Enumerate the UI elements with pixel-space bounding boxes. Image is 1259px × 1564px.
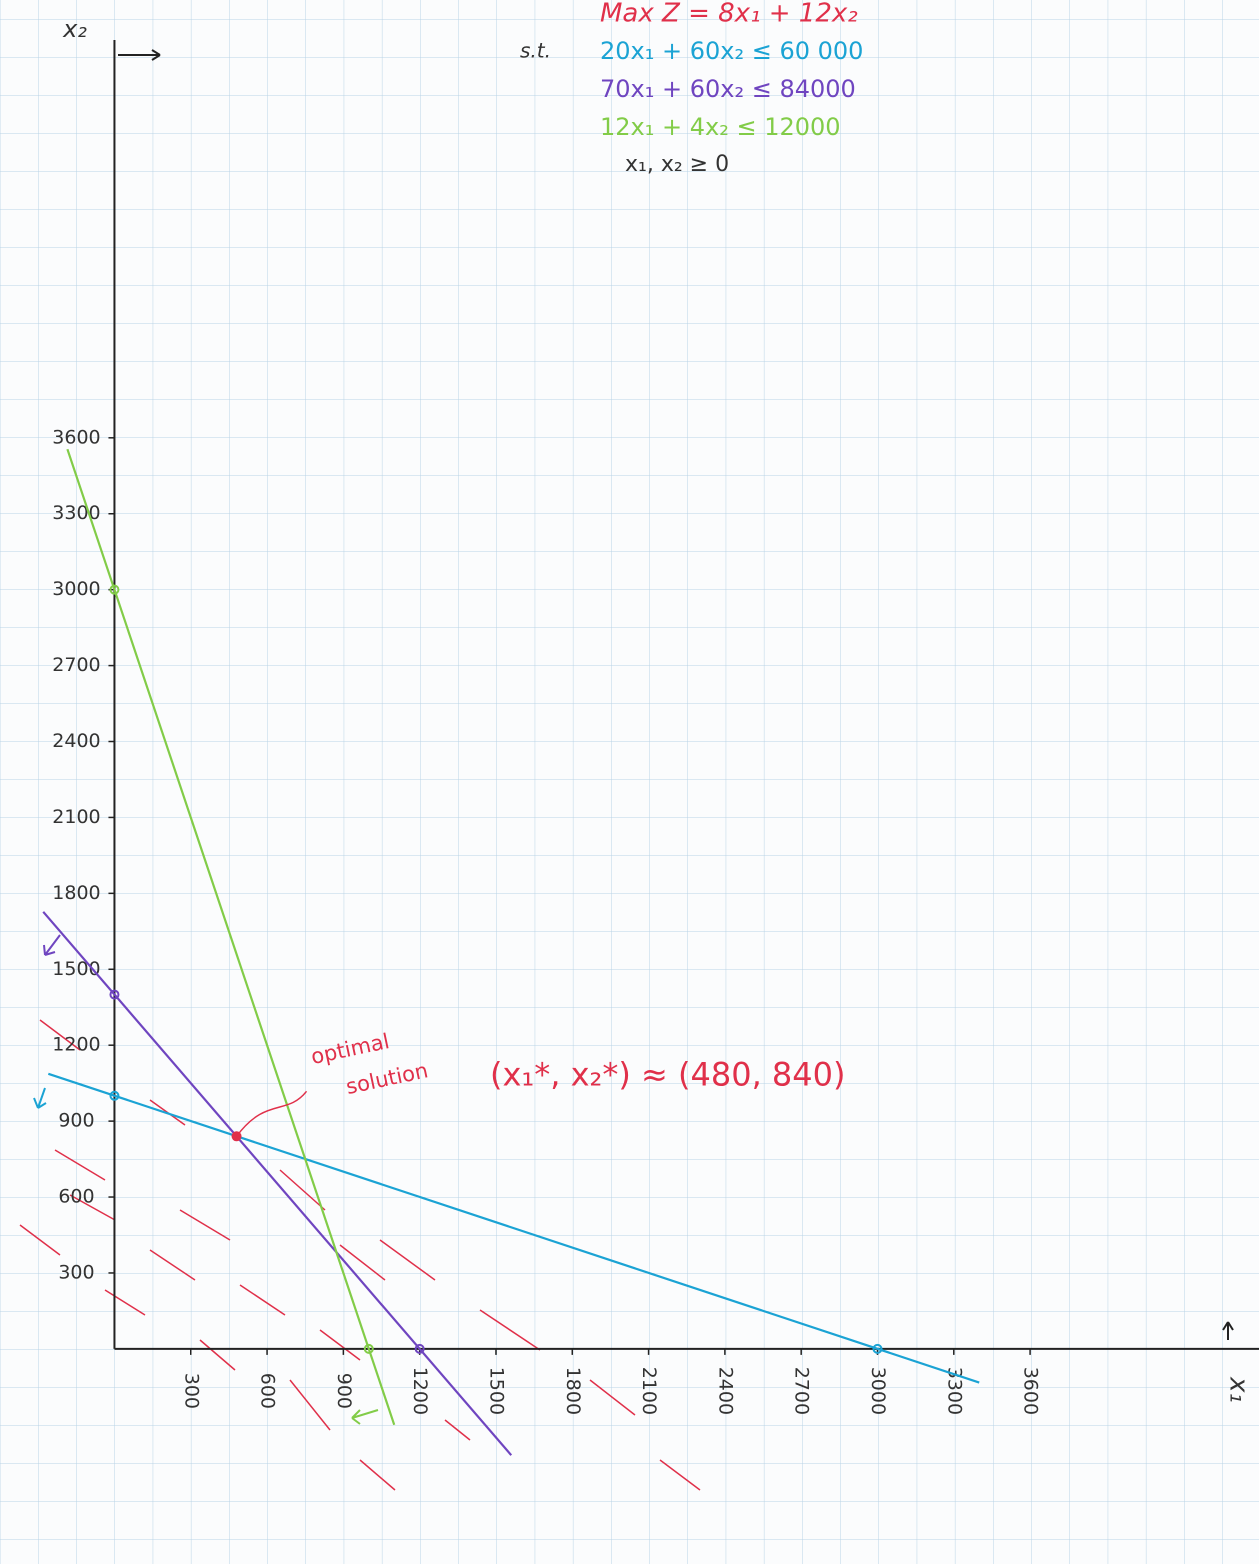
nonnegativity: x₁, x₂ ≥ 0 — [625, 152, 729, 177]
x-tick-label: 2700 — [791, 1367, 813, 1415]
x-tick-label: 2400 — [714, 1367, 736, 1415]
y-axis-label: x₂ — [62, 15, 87, 43]
y-tick-label: 1800 — [52, 882, 100, 904]
x-tick-label: 3000 — [867, 1367, 889, 1415]
y-tick-label: 2100 — [52, 806, 100, 828]
y-tick-label: 300 — [58, 1261, 94, 1283]
x-axis-label: x₁ — [1224, 1376, 1254, 1403]
optimal-value-label: (x₁*, x₂*) ≈ (480, 840) — [490, 1055, 845, 1093]
y-tick-label: 2400 — [52, 730, 100, 752]
y-tick-label: 3600 — [52, 426, 100, 448]
x-tick-label: 2100 — [638, 1367, 660, 1415]
x-tick-label: 900 — [333, 1373, 355, 1409]
constraints-label: s.t. — [520, 39, 551, 63]
x-tick-label: 3600 — [1020, 1367, 1042, 1415]
x-tick-label: 1800 — [562, 1367, 584, 1415]
y-tick-label: 900 — [58, 1110, 94, 1132]
y-tick-label: 2700 — [52, 654, 100, 676]
y-tick-label: 3000 — [52, 578, 100, 600]
x-tick-label: 1500 — [485, 1367, 507, 1415]
legend-entry: 12x₁ + 4x₂ ≤ 12000 — [600, 113, 841, 141]
legend-entry: 20x₁ + 60x₂ ≤ 60 000 — [600, 37, 863, 65]
y-tick-label: 3300 — [52, 502, 100, 524]
chart: Max Z = 8x₁ + 12x₂ s.t. x₁, x₂ ≥ 0 x₂ x₁… — [0, 0, 1259, 1564]
legend-entry: 70x₁ + 60x₂ ≤ 84000 — [600, 75, 856, 103]
title: Max Z = 8x₁ + 12x₂ — [600, 0, 858, 29]
x-tick-label: 600 — [257, 1373, 279, 1409]
y-tick-label: 600 — [58, 1186, 94, 1208]
x-tick-label: 300 — [180, 1373, 202, 1409]
x-tick-label: 1200 — [409, 1367, 431, 1415]
y-tick-label: 1200 — [52, 1034, 100, 1056]
graph-paper — [0, 0, 1259, 1564]
